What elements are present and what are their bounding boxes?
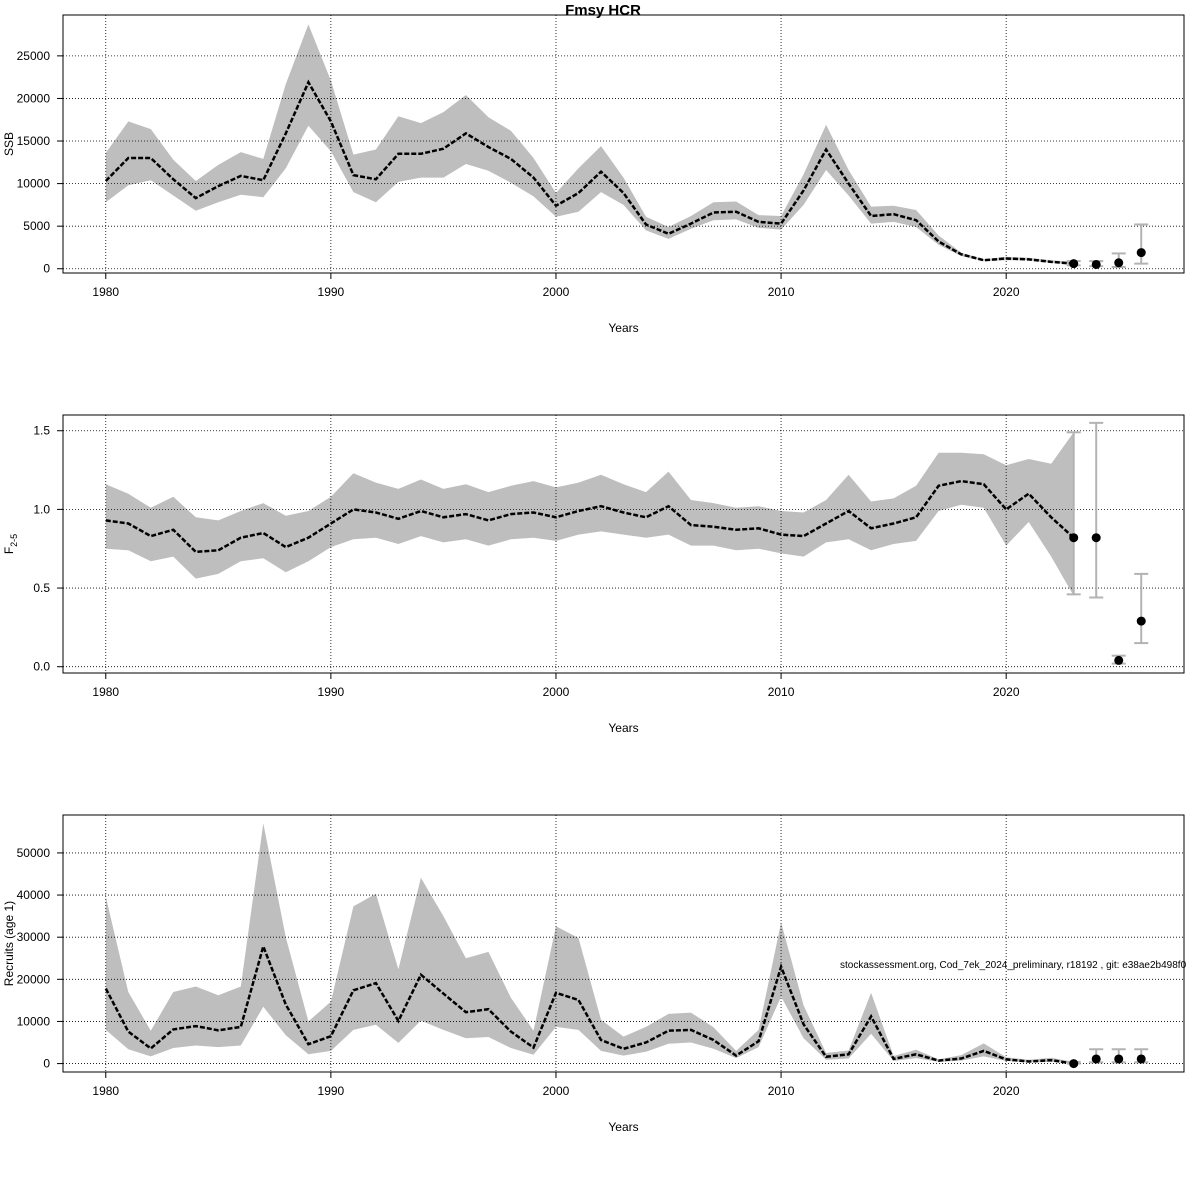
forecast-point xyxy=(1069,259,1079,269)
y-tick-label: 0 xyxy=(43,1057,50,1071)
x-tick-label: 1990 xyxy=(318,685,345,699)
y-axis-title-subscript: 2-5 xyxy=(9,534,19,547)
x-tick-label: 2020 xyxy=(993,1084,1020,1098)
estimate-line xyxy=(104,942,1074,1065)
y-axis-title: SSB xyxy=(2,132,16,156)
y-tick-label: 10000 xyxy=(17,177,51,191)
y-axis-title: Recruits (age 1) xyxy=(2,901,16,986)
figure-title: Fmsy HCR xyxy=(565,2,641,19)
y-tick-label: 25000 xyxy=(17,49,51,63)
forecast-point xyxy=(1069,533,1079,543)
confidence-band xyxy=(105,432,1074,596)
x-tick-label: 2000 xyxy=(543,1084,570,1098)
y-tick-label: 20000 xyxy=(17,91,51,105)
y-axis-title-main: F xyxy=(2,547,16,554)
confidence-band xyxy=(105,823,1074,1064)
y-axis-title-main: Recruits (age 1) xyxy=(2,901,16,986)
estimate-line xyxy=(104,79,1074,265)
x-axis-title: Years xyxy=(608,1120,638,1134)
forecast-point xyxy=(1091,259,1101,269)
ssb-panel: 1980 1990 2000 2010 2020 0 5000 10000 15000 20000… xyxy=(2,14,1185,335)
y-tick-label: 0 xyxy=(43,262,50,276)
x-tick-label: 2010 xyxy=(768,285,795,299)
y-axis-title-main: SSB xyxy=(2,132,16,156)
forecast-point xyxy=(1114,258,1124,268)
x-tick-label: 1980 xyxy=(92,685,119,699)
x-tick-label: 2000 xyxy=(543,685,570,699)
x-tick-label: 2020 xyxy=(993,685,1020,699)
x-tick-label: 2010 xyxy=(768,1084,795,1098)
x-tick-label: 2010 xyxy=(768,685,795,699)
forecast-point xyxy=(1136,1054,1146,1064)
forecast-point xyxy=(1091,1054,1101,1064)
x-tick-label: 1980 xyxy=(92,1084,119,1098)
x-axis-title: Years xyxy=(608,721,638,735)
footnote: stockassessment.org, Cod_7ek_2024_prelim… xyxy=(840,960,1187,971)
forecast-point xyxy=(1091,533,1101,543)
plot-frame xyxy=(62,814,1185,1073)
y-tick-label: 1.5 xyxy=(33,424,50,438)
x-tick-label: 1990 xyxy=(318,1084,345,1098)
forecast-point xyxy=(1114,1054,1124,1064)
fishing-mortality-panel: 1980 1990 2000 2010 2020 0.0 0.5 1.0 1.5 Years F2-… xyxy=(2,414,1185,735)
y-tick-label: 5000 xyxy=(23,219,50,233)
x-tick-label: 2000 xyxy=(543,285,570,299)
x-tick-label: 1990 xyxy=(318,285,345,299)
y-axis-title: F2-5 xyxy=(2,534,19,554)
y-tick-label: 40000 xyxy=(17,888,51,902)
y-tick-label: 20000 xyxy=(17,972,51,986)
plot-frame xyxy=(62,14,1185,274)
forecast-point xyxy=(1136,616,1146,626)
plot-frame xyxy=(62,414,1185,674)
y-tick-label: 30000 xyxy=(17,930,51,944)
y-tick-label: 0.5 xyxy=(33,581,50,595)
forecast-point xyxy=(1069,1059,1079,1069)
y-tick-label: 50000 xyxy=(17,846,51,860)
forecast-point xyxy=(1136,248,1146,258)
y-tick-label: 10000 xyxy=(17,1014,51,1028)
estimate-line xyxy=(105,479,1075,554)
x-tick-label: 2020 xyxy=(993,285,1020,299)
x-axis-title: Years xyxy=(608,321,638,335)
x-tick-label: 1980 xyxy=(92,285,119,299)
y-tick-label: 15000 xyxy=(17,134,51,148)
y-tick-label: 1.0 xyxy=(33,502,50,516)
recruits-panel: 1980 1990 2000 2010 2020 0 10000 20000 30000 4000… xyxy=(2,814,1185,1134)
forecast-point xyxy=(1114,655,1124,665)
y-tick-label: 0.0 xyxy=(33,660,50,674)
